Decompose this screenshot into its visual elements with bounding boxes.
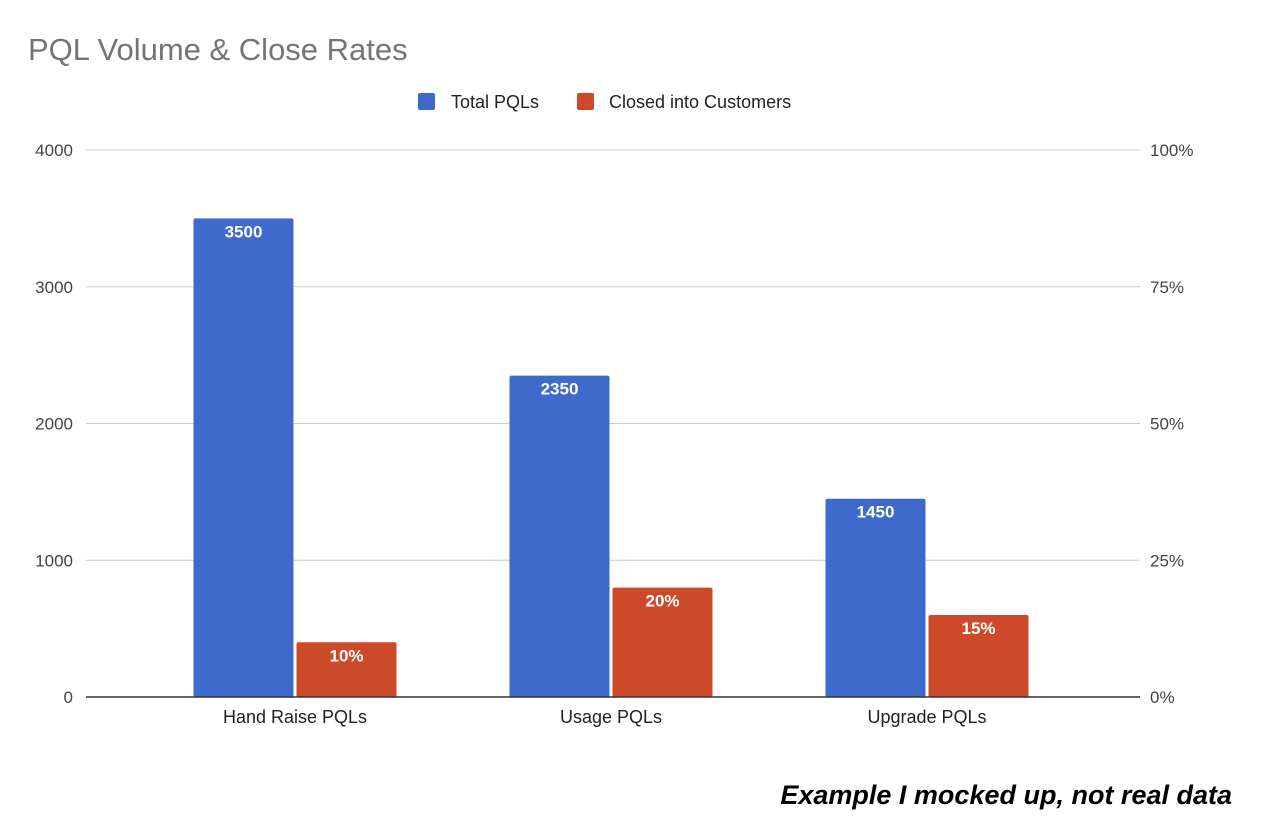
right-axis-tick-label: 75% xyxy=(1150,278,1184,297)
left-axis-tick-label: 1000 xyxy=(35,551,73,570)
bar-total-pqls xyxy=(825,498,926,697)
bars xyxy=(193,218,1029,697)
category-label: Usage PQLs xyxy=(560,707,662,727)
right-axis-ticks: 0% 25% 50% 75% 100% xyxy=(1150,141,1193,707)
category-label: Upgrade PQLs xyxy=(867,707,986,727)
left-axis-tick-label: 4000 xyxy=(35,141,73,160)
data-label: 3500 xyxy=(225,222,263,241)
data-label: 15% xyxy=(961,619,995,638)
right-axis-tick-label: 0% xyxy=(1150,688,1175,707)
bar-closed-into-customers xyxy=(612,587,713,697)
right-axis-tick-label: 50% xyxy=(1150,415,1184,434)
data-labels: 3500 10% 2350 20% 1450 15% xyxy=(225,222,996,665)
bar-closed-into-customers xyxy=(928,614,1029,697)
right-axis-tick-label: 25% xyxy=(1150,551,1184,570)
data-label: 2350 xyxy=(541,380,579,399)
left-axis-tick-label: 2000 xyxy=(35,415,73,434)
bar-total-pqls xyxy=(193,218,294,697)
category-labels: Hand Raise PQLs Usage PQLs Upgrade PQLs xyxy=(223,707,987,727)
left-axis-ticks: 0 1000 2000 3000 4000 xyxy=(35,141,73,707)
data-label: 10% xyxy=(329,646,363,665)
right-axis-tick-label: 100% xyxy=(1150,141,1193,160)
legend-swatch-closed-into-customers xyxy=(577,93,594,110)
data-label: 1450 xyxy=(857,503,895,522)
data-label: 20% xyxy=(645,592,679,611)
legend-label-closed-into-customers: Closed into Customers xyxy=(609,92,791,112)
left-axis-tick-label: 3000 xyxy=(35,278,73,297)
legend: Total PQLs Closed into Customers xyxy=(418,92,791,112)
category-label: Hand Raise PQLs xyxy=(223,707,367,727)
chart-title: PQL Volume & Close Rates xyxy=(28,32,408,67)
legend-label-total-pqls: Total PQLs xyxy=(451,92,539,112)
footnote: Example I mocked up, not real data xyxy=(780,780,1232,810)
left-axis-tick-label: 0 xyxy=(64,688,73,707)
bar-closed-into-customers xyxy=(296,642,397,697)
legend-swatch-total-pqls xyxy=(418,93,435,110)
bar-total-pqls xyxy=(509,375,610,697)
